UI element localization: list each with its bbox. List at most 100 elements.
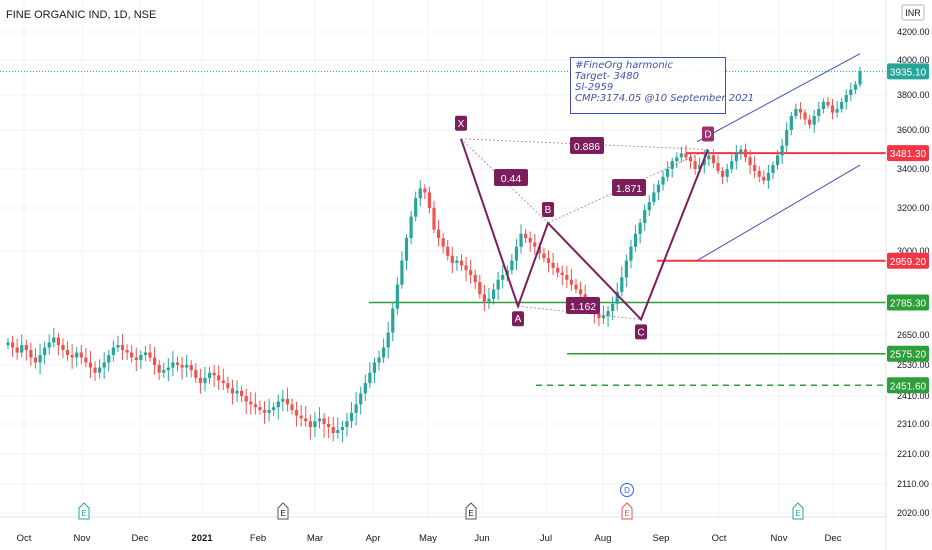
earnings-marker (465, 502, 477, 520)
candle-body (207, 372, 212, 378)
price-axis[interactable]: INR 4200.00 4000.00 3800.00 3600.00 3400.00 32… (885, 0, 932, 550)
pattern-ratio-label: 1.162 (570, 301, 596, 313)
candle-body (10, 342, 15, 348)
candle-body (102, 362, 106, 368)
candle-body (253, 404, 257, 408)
annotation-line-3: Sl-2959 (575, 82, 614, 93)
event-marker-label: E (280, 509, 285, 518)
price-tag-label: 3481.30 (890, 149, 927, 160)
time-tick-label: Mar (307, 533, 323, 544)
candle-body (757, 170, 761, 177)
candle-body (285, 398, 290, 405)
candle-body (262, 410, 267, 413)
candle-body (130, 352, 134, 358)
candle-body (436, 229, 441, 239)
candle-body (340, 427, 344, 430)
candle-body (52, 337, 56, 343)
time-axis[interactable]: Oct Nov Dec 2021 Feb Mar Apr May Jun Jul Aug Sep Oct… (0, 516, 886, 544)
time-tick-label: Sep (653, 533, 670, 544)
candle-body (235, 390, 239, 394)
pattern-point-label: D (704, 130, 711, 141)
pattern-ratio-label: 0.44 (501, 173, 522, 185)
candle-body (194, 370, 198, 378)
candle-body (189, 365, 193, 371)
candle-body (20, 345, 24, 353)
candle-body (281, 398, 285, 402)
pattern-ratio-box (494, 169, 528, 186)
candle-body (230, 388, 235, 394)
candle-body (382, 347, 386, 358)
candle-body (830, 105, 835, 113)
candle-body (844, 95, 848, 102)
time-tick-label: Apr (366, 533, 381, 544)
candle-body (624, 260, 628, 278)
earnings-marker (621, 502, 633, 520)
event-markers: E E E D E E (78, 483, 804, 520)
chart-grid (0, 0, 886, 517)
annotation-note[interactable]: #FineOrg harmonic Target- 3480 Sl-2959 C… (570, 57, 754, 114)
price-tag-label: 2785.30 (890, 299, 927, 310)
candle-body (853, 84, 858, 90)
price-tag (887, 294, 929, 311)
annotation-line-1: #FineOrg harmonic (575, 60, 673, 71)
candle-body (363, 383, 367, 394)
candle-body (221, 380, 225, 384)
candle-body (157, 365, 161, 373)
candle-body (345, 421, 349, 427)
candle-body (98, 367, 102, 373)
candle-body (61, 345, 65, 350)
time-tick-label: Aug (595, 533, 612, 544)
candle-body (88, 362, 93, 368)
pattern-point-label: C (637, 327, 644, 338)
candle-body (450, 255, 454, 263)
price-tick-label: 2410.00 (897, 391, 930, 401)
candle-body (720, 170, 725, 177)
price-tick-label: 3000.00 (897, 246, 930, 256)
candle-body (217, 375, 221, 381)
channel-lower-line (696, 164, 861, 262)
pattern-point-box (702, 126, 714, 142)
currency-box (901, 4, 925, 21)
candle-body (423, 188, 427, 193)
price-tag-label: 2451.60 (890, 381, 927, 392)
candle-body (775, 155, 780, 166)
candle-body (446, 246, 450, 256)
candle-body (560, 272, 564, 275)
symbol-title[interactable]: FINE ORGANIC IND, 1D, NSE (6, 9, 157, 21)
candle-body (386, 332, 390, 348)
candle-body (464, 265, 468, 271)
candle-body (70, 355, 74, 358)
candle-body (798, 109, 803, 113)
event-marker-label: D (624, 486, 630, 495)
candle-body (794, 109, 798, 116)
candle-body (152, 357, 157, 365)
candle-body (542, 253, 546, 259)
time-tick-label: 2021 (191, 533, 213, 544)
event-marker-label: E (624, 509, 629, 518)
candle-body (606, 311, 610, 316)
candle-body (574, 284, 578, 290)
candle-body (93, 367, 97, 373)
candle-body (789, 116, 793, 130)
candle-body (743, 149, 748, 158)
candle-body (569, 279, 574, 285)
candle-body (432, 208, 436, 230)
candle-body (409, 216, 413, 239)
candle-body (546, 258, 551, 263)
candle-body (267, 410, 271, 413)
candle-body (849, 89, 853, 95)
price-tick-label: 2210.00 (897, 449, 930, 459)
candle-body (501, 275, 505, 280)
candle-body (313, 421, 317, 427)
candle-body (478, 282, 482, 295)
harmonic-pattern: X A B C D 0.886 0.44 1.871 1.162 (455, 115, 714, 340)
candle-body (698, 165, 702, 169)
candle-body (771, 165, 775, 173)
candle-body (647, 202, 651, 211)
candle-body (643, 210, 647, 224)
candle-body (730, 161, 734, 169)
pattern-point-box (455, 115, 467, 131)
pattern-ratio-box (612, 179, 646, 196)
candle-body (404, 238, 409, 261)
